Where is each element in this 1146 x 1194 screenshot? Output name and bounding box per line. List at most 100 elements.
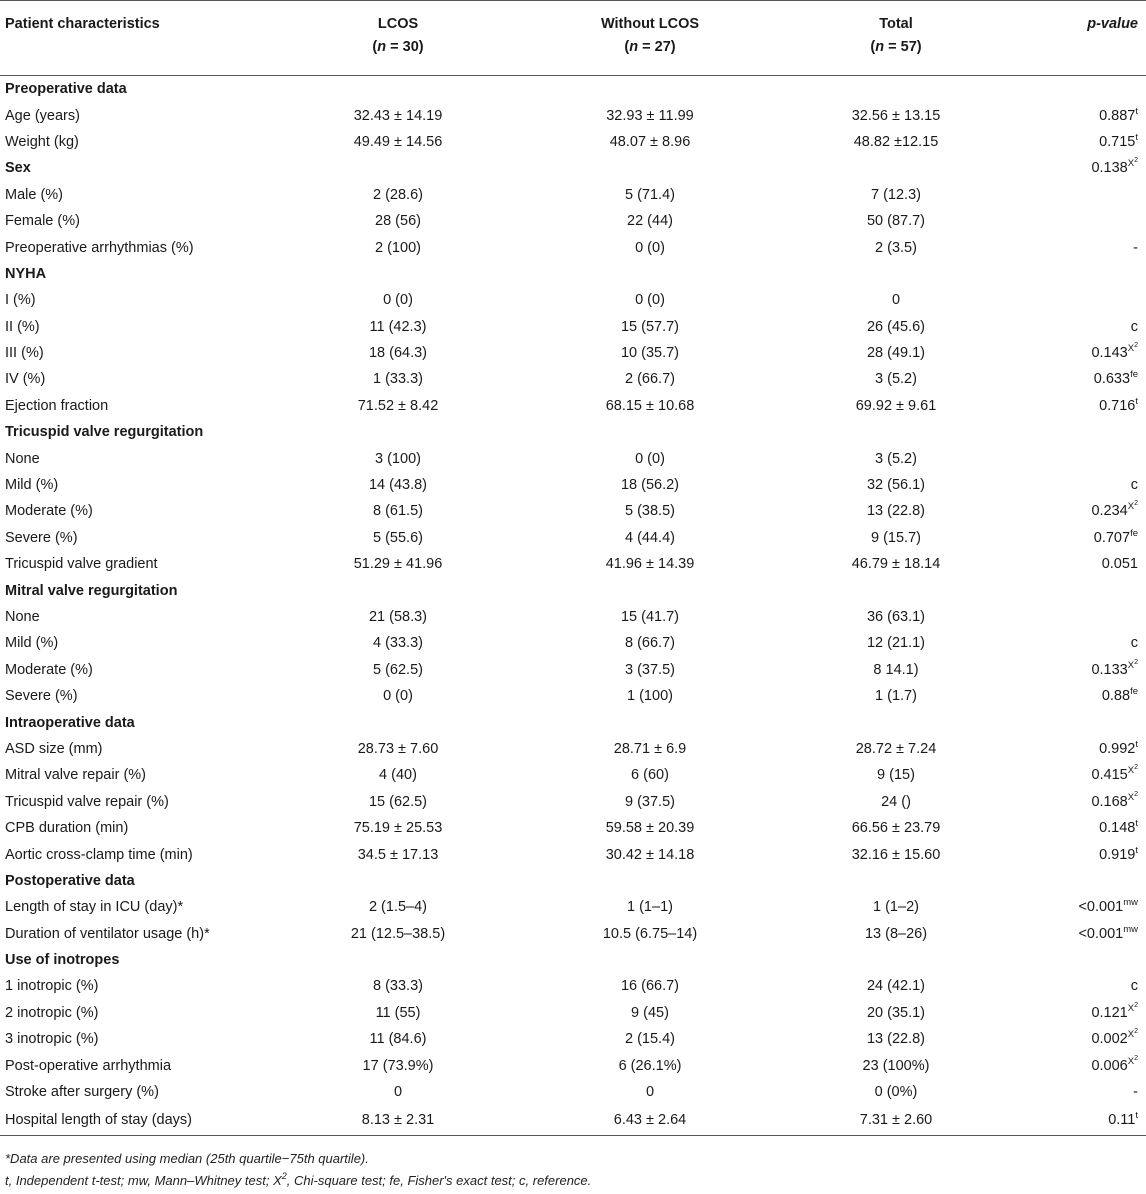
row-label: 2 inotropic (%) [0, 1000, 262, 1026]
test-superscript: X2 [1127, 157, 1138, 170]
test-superscript: X2 [1127, 1054, 1138, 1067]
cell-total: 32 (56.1) [766, 472, 1026, 498]
cell-pvalue-text: 0.121 [1091, 1004, 1128, 1021]
cell-without-lcos: 9 (37.5) [534, 789, 766, 815]
cell-lcos: 49.49 ± 14.56 [262, 129, 534, 155]
test-superscript: mw [1123, 923, 1138, 935]
cell-lcos [262, 261, 534, 287]
row-label: Severe (%) [0, 683, 262, 709]
table-row: Mild (%) 14 (43.8) 18 (56.2) 32 (56.1) c [0, 472, 1146, 498]
row-label: Tricuspid valve regurgitation [0, 419, 262, 445]
cell-pvalue: - [1026, 234, 1146, 260]
cell-without-lcos: 28.71 ± 6.9 [534, 736, 766, 762]
header-lcos-n: (n = 30) [262, 36, 534, 76]
row-label-text: None [5, 450, 40, 467]
cell-without-lcos-text: 0 (0) [635, 450, 665, 467]
row-label-text: ASD size (mm) [5, 740, 103, 757]
cell-total-text: 13 (22.8) [866, 503, 926, 520]
table-row: Weight (kg) 49.49 ± 14.56 48.07 ± 8.96 48.8… [0, 129, 1146, 155]
cell-total: 28.72 ± 7.24 [766, 736, 1026, 762]
cell-lcos-text: 17 (73.9%) [362, 1057, 434, 1074]
cell-total: 36 (63.1) [766, 604, 1026, 630]
row-label: II (%) [0, 314, 262, 340]
cell-without-lcos-text: 8 (66.7) [625, 635, 675, 652]
row-label: None [0, 604, 262, 630]
cell-pvalue: 0.707fe [1026, 525, 1146, 551]
row-label: Ejection fraction [0, 393, 262, 419]
cell-pvalue [1026, 445, 1146, 471]
test-superscript: t [1135, 1110, 1138, 1122]
cell-total: 8 14.1) [766, 657, 1026, 683]
table-row: CPB duration (min) 75.19 ± 25.53 59.58 ± 2… [0, 815, 1146, 841]
row-label: Use of inotropes [0, 947, 262, 973]
cell-total: 32.16 ± 15.60 [766, 841, 1026, 867]
table-row: Moderate (%) 5 (62.5) 3 (37.5) 8 14.1) 0.133… [0, 657, 1146, 683]
cell-lcos-text: 0 (0) [383, 688, 413, 705]
cell-pvalue [1026, 419, 1146, 445]
table-row: IV (%) 1 (33.3) 2 (66.7) 3 (5.2) 0.633fe [0, 366, 1146, 392]
test-superscript: X2 [1127, 1001, 1138, 1014]
header-without-lcos: Without LCOS [534, 0, 766, 36]
section-row: Sex 0.138X2 [0, 155, 1146, 181]
cell-lcos: 34.5 ± 17.13 [262, 841, 534, 867]
cell-lcos-text: 28 (56) [375, 213, 421, 230]
cell-without-lcos-text: 6.43 ± 2.64 [613, 1112, 687, 1129]
cell-total [766, 868, 1026, 894]
cell-lcos: 0 (0) [262, 683, 534, 709]
cell-total: 9 (15.7) [766, 525, 1026, 551]
cell-lcos: 4 (33.3) [262, 630, 534, 656]
cell-lcos: 8 (61.5) [262, 498, 534, 524]
cell-without-lcos-text: 28.71 ± 6.9 [613, 740, 687, 757]
cell-pvalue-text: 0.633 [1093, 371, 1131, 388]
cell-lcos-text: 11 (55) [375, 1004, 421, 1021]
table-row: Age (years) 32.43 ± 14.19 32.93 ± 11.99 32.… [0, 102, 1146, 128]
header-pvalue: p-value [1026, 0, 1146, 36]
cell-total: 3 (5.2) [766, 445, 1026, 471]
section-row: Use of inotropes [0, 947, 1146, 973]
section-row: Postoperative data [0, 868, 1146, 894]
cell-total-text: 32 (56.1) [866, 477, 926, 494]
cell-pvalue: - [1026, 1079, 1146, 1105]
cell-total-text: 69.92 ± 9.61 [855, 397, 937, 414]
cell-total-text: 48.82 ±12.15 [853, 133, 939, 150]
cell-without-lcos: 6.43 ± 2.64 [534, 1105, 766, 1137]
cell-total-text: 0 (0%) [874, 1084, 918, 1101]
cell-lcos: 11 (55) [262, 1000, 534, 1026]
row-label-text: Severe (%) [5, 529, 78, 546]
cell-pvalue: 0.234X2 [1026, 498, 1146, 524]
cell-pvalue: c [1026, 630, 1146, 656]
cell-lcos-text: 5 (55.6) [373, 529, 423, 546]
cell-pvalue: c [1026, 973, 1146, 999]
row-label: IV (%) [0, 366, 262, 392]
cell-lcos-text: 0 (0) [383, 292, 413, 309]
row-label: Age (years) [0, 102, 262, 128]
row-label: Tricuspid valve gradient [0, 551, 262, 577]
cell-lcos: 2 (1.5–4) [262, 894, 534, 920]
cell-without-lcos-text: 1 (1–1) [627, 899, 673, 916]
cell-without-lcos: 41.96 ± 14.39 [534, 551, 766, 577]
row-label: I (%) [0, 287, 262, 313]
cell-without-lcos: 8 (66.7) [534, 630, 766, 656]
row-label-text: Mild (%) [5, 635, 59, 652]
table-row: Stroke after surgery (%) 0 0 0 (0%) - [0, 1079, 1146, 1105]
cell-total: 1 (1–2) [766, 894, 1026, 920]
cell-lcos-text: 2 (100) [375, 239, 421, 256]
cell-pvalue: 0.992t [1026, 736, 1146, 762]
cell-lcos-text: 32.43 ± 14.19 [353, 107, 443, 124]
row-label-text: NYHA [5, 265, 47, 282]
test-superscript: fe [1130, 686, 1138, 698]
cell-total [766, 155, 1026, 181]
cell-lcos-text: 8 (61.5) [373, 503, 423, 520]
row-label-text: None [5, 609, 40, 625]
cell-without-lcos: 32.93 ± 11.99 [534, 102, 766, 128]
table-row: Ejection fraction 71.52 ± 8.42 68.15 ± 10.… [0, 393, 1146, 419]
footnote-median: *Data are presented using median (25th q… [5, 1151, 369, 1166]
cell-pvalue: 0.887t [1026, 102, 1146, 128]
cell-pvalue: 0.168X2 [1026, 789, 1146, 815]
table-row: None 21 (58.3) 15 (41.7) 36 (63.1) [0, 604, 1146, 630]
header-lcos: LCOS [262, 0, 534, 36]
row-label-text: 2 inotropic (%) [5, 1004, 99, 1021]
row-label-text: Use of inotropes [5, 952, 120, 969]
cell-pvalue-text: 0.887 [1099, 107, 1136, 124]
row-label: Mitral valve repair (%) [0, 762, 262, 788]
